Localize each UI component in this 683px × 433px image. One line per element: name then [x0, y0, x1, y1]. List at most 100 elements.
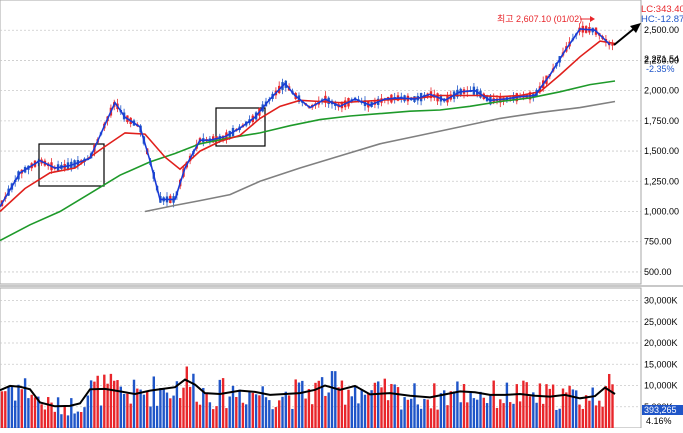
volume-bar: [413, 383, 416, 428]
volume-bar: [63, 406, 66, 428]
volume-bar: [192, 373, 195, 428]
volume-bar: [80, 411, 83, 428]
volume-bar: [23, 378, 27, 428]
volume-bar: [532, 392, 535, 428]
volume-bar: [551, 384, 555, 428]
volume-bar: [393, 384, 396, 428]
price-tick-label: 1,250.00: [644, 176, 679, 186]
volume-bars: [0, 366, 614, 428]
volume-bar: [76, 411, 80, 428]
volume-bar: [165, 392, 169, 428]
volume-bar: [370, 390, 373, 428]
volume-bar: [390, 383, 393, 428]
volume-bar: [462, 384, 466, 428]
volume-bar: [472, 398, 476, 428]
volume-bar: [601, 406, 604, 428]
volume-bar: [598, 400, 601, 428]
volume-bar: [146, 391, 149, 428]
volume-bar: [466, 402, 469, 428]
volume-bar: [330, 371, 334, 428]
last-volume-badge: [642, 405, 683, 415]
price-panel-frame: [0, 0, 642, 285]
volume-bar: [324, 395, 327, 428]
ma-long-line: [0, 80, 616, 242]
price-tick-label: 2,500.00: [644, 25, 679, 35]
volume-bar: [264, 397, 268, 428]
volume-bar: [225, 408, 228, 428]
volume-bar: [205, 393, 208, 428]
volume-bar: [555, 409, 558, 428]
volume-bar: [377, 381, 380, 428]
candle-body: [611, 43, 614, 46]
high-price-arrowhead: [590, 16, 595, 22]
volume-bar: [581, 408, 584, 428]
volume-bar: [212, 409, 215, 428]
volume-bar: [70, 398, 73, 428]
volume-bar: [518, 401, 522, 428]
volume-bar: [561, 388, 565, 428]
volume-bar: [47, 397, 50, 428]
volume-bar: [568, 385, 571, 428]
volume-bar: [380, 387, 383, 428]
trend-arrow[interactable]: [613, 26, 637, 46]
volume-bar: [14, 400, 17, 428]
volume-bar: [73, 413, 76, 428]
volume-bar: [89, 380, 93, 428]
volume-bar: [423, 398, 426, 428]
volume-bar: [416, 404, 419, 428]
volume-bar: [4, 391, 7, 428]
price-tick-label: 2,250.00: [644, 55, 679, 65]
volume-bar: [221, 378, 225, 428]
volume-bar: [291, 408, 294, 428]
volume-bar: [456, 381, 459, 428]
volume-bar: [162, 389, 165, 428]
volume-bar: [360, 389, 363, 428]
volume-bar: [436, 409, 439, 428]
volume-bar: [122, 393, 126, 428]
volume-bar: [410, 398, 413, 428]
volume-bar: [611, 384, 614, 428]
volume-bar: [60, 414, 63, 428]
volume-bar: [525, 382, 528, 428]
volume-bar: [195, 401, 198, 428]
volume-bar: [433, 383, 436, 428]
volume-bar: [7, 386, 10, 428]
volume-bar: [347, 389, 350, 428]
volume-bar: [182, 387, 185, 428]
price-gridlines: [0, 29, 641, 273]
price-tick-label: 1,750.00: [644, 116, 679, 126]
volume-bar: [452, 391, 456, 428]
volume-bar: [535, 402, 538, 428]
volume-bar: [119, 386, 122, 428]
last-volume-label: 393,265: [644, 405, 677, 415]
volume-bar: [528, 396, 532, 428]
volume-bar: [202, 387, 205, 428]
volume-bar: [113, 380, 116, 428]
volume-bar: [56, 397, 60, 428]
volume-bar: [584, 395, 588, 428]
volume-percent-label: 4.16%: [646, 416, 672, 426]
volume-bar: [96, 375, 99, 428]
volume-bar: [139, 389, 142, 428]
volume-bar: [446, 405, 449, 428]
volume-bar: [545, 384, 548, 428]
volume-bar: [274, 407, 278, 428]
volume-bar: [172, 395, 175, 428]
volume-tick-label: 25,000K: [644, 317, 678, 327]
volume-bar: [522, 380, 525, 428]
volume-bar: [93, 381, 96, 428]
volume-bar: [383, 378, 386, 428]
volume-bar: [594, 405, 598, 428]
price-axis: 2,500.00 2,250.00 2,000.00 1,750.00 1,500.00…: [640, 0, 679, 284]
trend-arrowhead: [630, 23, 641, 33]
volume-bar: [340, 380, 344, 428]
volume-bar: [159, 387, 162, 428]
volume-bar: [492, 380, 495, 428]
annotation-box-2[interactable]: [215, 107, 266, 147]
annotation-box-1[interactable]: [38, 143, 105, 187]
hc-label: HC:-12.87: [641, 14, 683, 25]
volume-bar: [558, 408, 561, 428]
volume-bar: [251, 392, 254, 428]
